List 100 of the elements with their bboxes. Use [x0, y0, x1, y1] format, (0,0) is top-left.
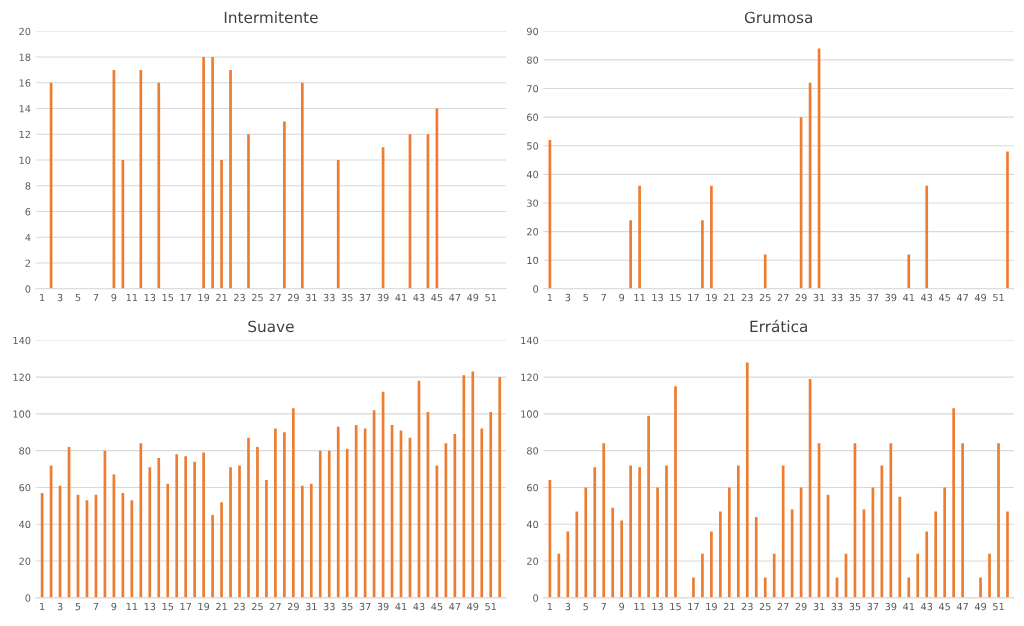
x-tick-label: 17 [688, 602, 699, 611]
bar [175, 454, 179, 598]
bar [480, 428, 484, 598]
x-tick-label: 27 [777, 602, 789, 611]
bar [336, 160, 340, 289]
x-tick-label: 45 [938, 602, 951, 611]
x-tick-label: 23 [234, 602, 245, 611]
x-tick-label: 15 [162, 602, 174, 611]
x-tick-label: 31 [305, 602, 317, 611]
y-tick-label: 60 [19, 483, 31, 492]
x-tick-label: 15 [670, 293, 681, 302]
bar [489, 412, 493, 598]
x-tick-label: 25 [759, 602, 771, 611]
x-tick-label: 31 [305, 293, 317, 302]
bar [283, 121, 286, 289]
x-tick-label: 29 [287, 602, 299, 611]
bar [220, 160, 223, 289]
bar [889, 443, 893, 598]
y-tick-label: 20 [527, 228, 539, 236]
bar [498, 377, 502, 598]
y-tick-label: 60 [527, 483, 539, 492]
x-tick-label: 37 [359, 602, 371, 611]
bar [898, 496, 902, 598]
x-tick-label: 41 [395, 293, 407, 302]
x-tick-label: 21 [723, 293, 735, 302]
y-tick-label: 12 [19, 130, 30, 138]
x-tick-label: 41 [903, 293, 915, 302]
y-tick-label: 0 [533, 594, 539, 602]
bar [1006, 151, 1009, 289]
bar [772, 553, 776, 598]
bar [997, 443, 1000, 598]
y-tick-label: 80 [527, 447, 539, 455]
bar [620, 520, 624, 598]
bar [602, 443, 606, 598]
x-tick-label: 37 [359, 293, 371, 302]
bar [647, 415, 650, 598]
x-tick-label: 23 [741, 602, 753, 611]
bar [220, 502, 223, 598]
x-tick-label: 51 [993, 602, 1004, 611]
bar [283, 432, 286, 598]
x-tick-label: 11 [126, 602, 138, 611]
x-tick-label: 35 [849, 293, 861, 302]
x-tick-label: 15 [670, 602, 681, 611]
y-tick-label: 90 [526, 27, 539, 36]
x-tick-label: 13 [144, 602, 156, 611]
x-tick-label: 33 [831, 293, 843, 302]
y-tick-label: 120 [13, 373, 31, 381]
x-tick-label: 35 [849, 602, 861, 611]
x-tick-label: 13 [652, 602, 663, 611]
x-tick-label: 39 [885, 602, 897, 611]
bar [265, 480, 268, 598]
y-tick-label: 30 [527, 199, 539, 207]
bar [781, 465, 785, 598]
x-tick-label: 43 [921, 602, 933, 611]
y-tick-label: 2 [25, 259, 31, 267]
bar [471, 371, 475, 598]
bar [274, 428, 277, 598]
bar [916, 553, 920, 598]
x-tick-label: 45 [431, 293, 443, 302]
bar [925, 531, 929, 598]
x-tick-label: 9 [111, 293, 117, 302]
bar [719, 511, 722, 598]
x-tick-label: 39 [377, 602, 389, 611]
x-tick-label: 51 [485, 293, 497, 302]
y-tick-label: 18 [19, 53, 31, 61]
y-tick-label: 140 [521, 336, 539, 345]
x-tick-label: 3 [565, 602, 571, 611]
x-tick-label: 25 [251, 293, 263, 302]
x-tick-label: 5 [75, 602, 81, 611]
bar [701, 553, 704, 598]
x-tick-label: 47 [449, 602, 461, 611]
x-tick-label: 43 [413, 602, 425, 611]
x-tick-label: 31 [813, 602, 825, 611]
bar [907, 577, 911, 598]
x-tick-label: 41 [903, 602, 915, 611]
bar [238, 465, 241, 598]
bar [638, 185, 641, 289]
x-tick-label: 27 [777, 293, 789, 302]
bar [229, 69, 232, 289]
bar [148, 467, 152, 598]
y-tick-label: 16 [19, 79, 31, 87]
bar [292, 408, 295, 598]
bar [692, 577, 695, 598]
x-tick-label: 7 [601, 602, 606, 611]
bar [300, 485, 304, 598]
bar [202, 452, 205, 598]
bar [157, 458, 161, 598]
bar [736, 465, 740, 598]
x-tick-label: 5 [75, 293, 81, 302]
bar [979, 577, 982, 598]
x-tick-label: 33 [323, 293, 335, 302]
bar [1006, 511, 1009, 598]
bar [202, 57, 205, 289]
bar [139, 443, 143, 598]
x-tick-label: 35 [341, 293, 353, 302]
bar [611, 507, 615, 598]
x-tick-label: 47 [449, 293, 461, 302]
x-tick-label: 47 [956, 602, 968, 611]
x-tick-label: 29 [795, 602, 807, 611]
x-tick-label: 21 [216, 602, 227, 611]
